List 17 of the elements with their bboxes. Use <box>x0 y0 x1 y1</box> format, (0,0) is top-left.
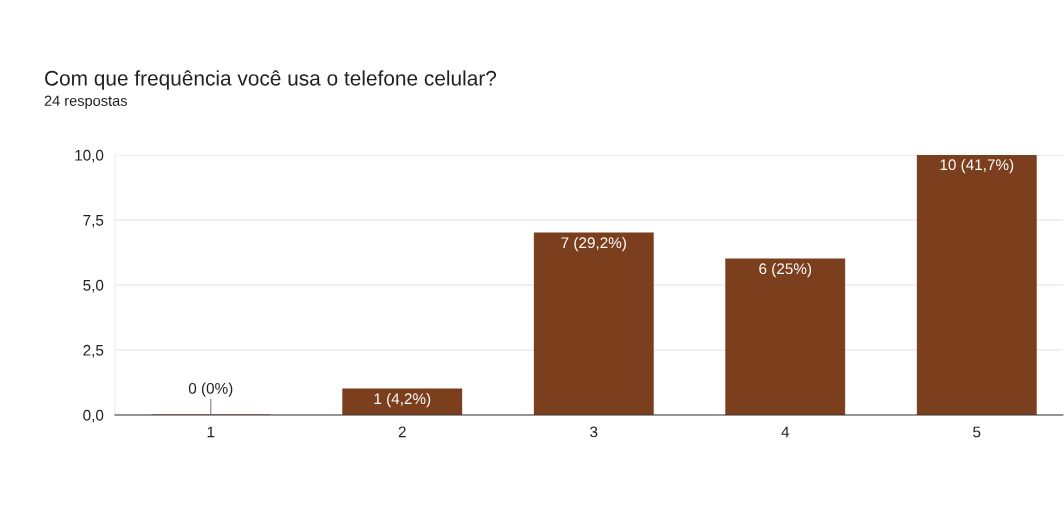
y-tick-label: 0,0 <box>83 409 104 423</box>
x-tick-label: 4 <box>781 426 790 438</box>
y-tick-label: 7,5 <box>83 215 104 228</box>
x-tick-label: 2 <box>398 426 406 438</box>
x-tick-label: 1 <box>207 426 215 438</box>
y-tick-label: 5,0 <box>83 279 104 293</box>
data-label: 0 (0%) <box>188 382 233 397</box>
data-label: 10 (41,7%) <box>940 158 1014 174</box>
data-label: 6 (25%) <box>759 262 812 278</box>
x-tick-label: 3 <box>590 426 598 438</box>
x-tick-label: 5 <box>973 426 981 438</box>
data-label: 1 (4,2%) <box>374 392 431 408</box>
chart-subtitle: 24 respostas <box>44 95 127 109</box>
y-tick-label: 10,0 <box>75 149 104 163</box>
chart-title: Com que frequência você usa o telefone celular? <box>45 70 497 90</box>
y-tick-label: 2,5 <box>83 344 104 358</box>
data-label: 7 (29,2%) <box>561 236 626 252</box>
